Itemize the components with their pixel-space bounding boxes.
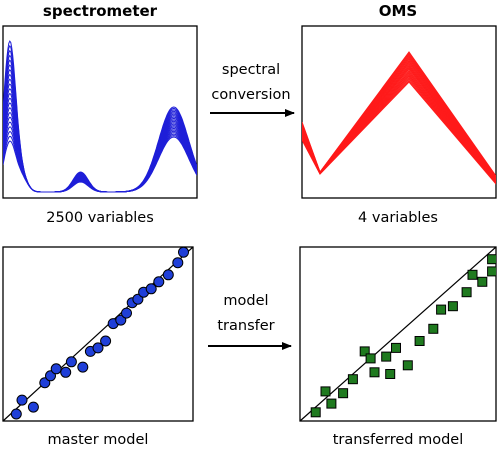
oms-plot-frame bbox=[301, 25, 497, 199]
transferred-model-point bbox=[310, 407, 321, 418]
master-model-point bbox=[162, 269, 174, 281]
transferred-model-point bbox=[487, 266, 496, 277]
transferred-model-caption: transferred model bbox=[333, 432, 464, 448]
transferred-model-point bbox=[391, 342, 401, 353]
transferred-model-point bbox=[365, 353, 376, 364]
transferred-model-point bbox=[347, 374, 358, 385]
master-model-points bbox=[10, 247, 189, 420]
master-model-point bbox=[10, 408, 22, 420]
master-model-point bbox=[178, 247, 189, 258]
master-model-point bbox=[65, 356, 77, 368]
master-model-point bbox=[92, 342, 104, 354]
transferred-model-point bbox=[477, 276, 488, 287]
model-transfer-label-line1: model bbox=[223, 293, 268, 309]
master-model-point bbox=[27, 401, 39, 413]
master-model-point bbox=[115, 314, 127, 326]
transferred-model-point bbox=[436, 304, 447, 315]
spectrometer-title: spectrometer bbox=[43, 2, 158, 20]
master-model-point bbox=[77, 361, 89, 373]
transferred-model-point bbox=[414, 336, 425, 346]
master-model-point bbox=[153, 276, 165, 288]
spectrometer-spectrum-line bbox=[3, 136, 197, 193]
oms-spectra bbox=[302, 51, 496, 185]
transferred-model-point bbox=[402, 360, 413, 371]
transferred-model-point bbox=[338, 388, 349, 399]
transferred-model-point bbox=[381, 351, 392, 362]
master-model-point bbox=[60, 366, 72, 378]
master-model-point bbox=[121, 307, 132, 319]
spectrometer-caption: 2500 variables bbox=[46, 210, 154, 226]
spectrometer-spectra bbox=[3, 40, 197, 193]
oms-spectrum-line bbox=[302, 81, 496, 185]
oms-title: OMS bbox=[379, 2, 417, 20]
spectral-conversion-label-line2: conversion bbox=[211, 87, 290, 103]
master-model-point bbox=[132, 293, 144, 305]
spectrometer-plot-frame bbox=[2, 25, 198, 199]
model-transfer-label-line2: transfer bbox=[217, 318, 274, 334]
master-model-point bbox=[50, 363, 62, 375]
transferred-model-point bbox=[447, 301, 458, 312]
master-model-point bbox=[100, 335, 112, 347]
transferred-model-point bbox=[385, 369, 396, 379]
master-model-point bbox=[172, 257, 184, 269]
master-model-diagonal bbox=[2, 246, 194, 422]
transferred-model-diagonal bbox=[299, 246, 497, 422]
transferred-model-point bbox=[369, 367, 380, 378]
transferred-model-point bbox=[326, 398, 337, 409]
master-model-point bbox=[145, 283, 157, 295]
transferred-model-points bbox=[310, 254, 496, 418]
master-model-point bbox=[45, 370, 56, 382]
master-model-point bbox=[16, 394, 28, 406]
transferred-model-point bbox=[487, 254, 496, 265]
transferred-model-point bbox=[428, 323, 439, 334]
spectral-conversion-label-line1: spectral bbox=[222, 62, 280, 78]
transferred-model-point bbox=[461, 287, 472, 298]
master-model-caption: master model bbox=[48, 432, 149, 448]
transferred-model-point bbox=[320, 386, 331, 397]
transferred-model-point bbox=[359, 346, 370, 357]
transferred-model-point bbox=[467, 269, 478, 280]
oms-caption: 4 variables bbox=[358, 210, 438, 226]
